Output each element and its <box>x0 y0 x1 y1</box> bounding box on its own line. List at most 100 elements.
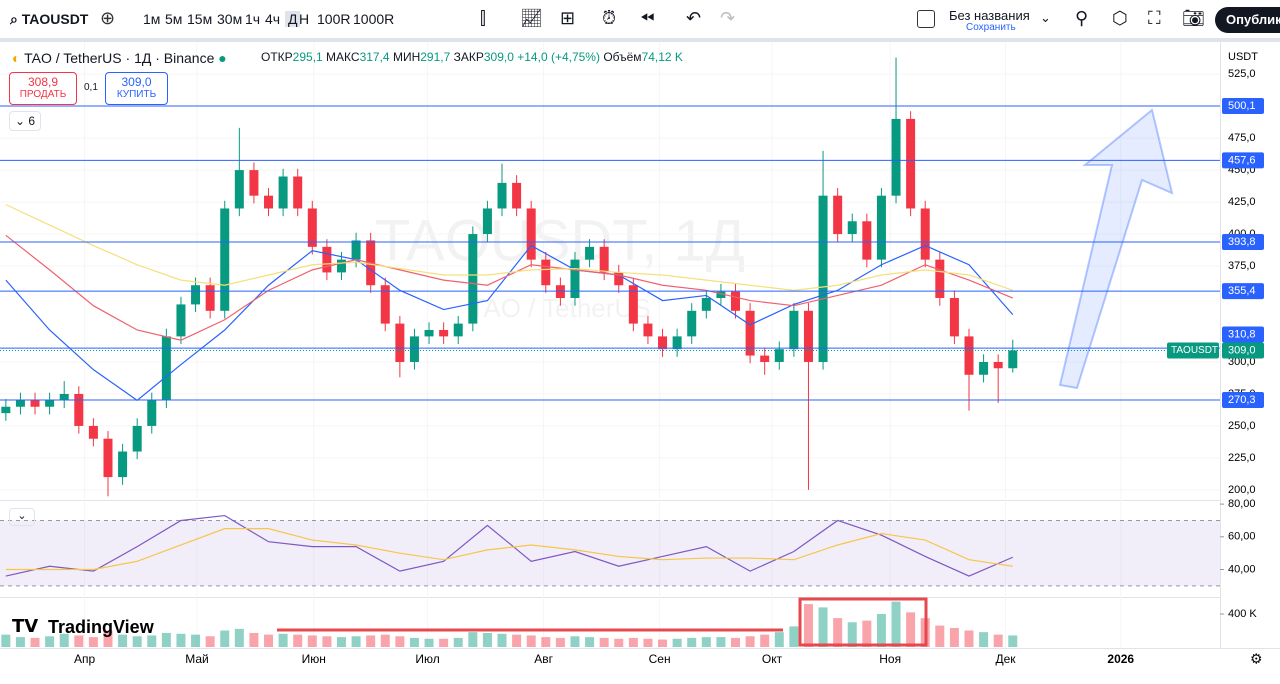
candle-body <box>15 400 25 407</box>
candle-body <box>701 298 711 311</box>
volume-bar <box>833 618 843 647</box>
candle-body <box>599 246 609 273</box>
candle-body <box>555 285 565 299</box>
interval[interactable]: 1000R <box>353 11 395 27</box>
interval[interactable]: 1м <box>143 11 161 27</box>
axis-settings[interactable]: ⚙ <box>1250 651 1263 667</box>
interval[interactable]: 15м <box>187 11 213 27</box>
fullscreen[interactable]: ⛶ <box>1148 8 1161 28</box>
pane-separator <box>0 597 1220 598</box>
candle-body <box>979 361 989 375</box>
candle-body <box>935 259 945 299</box>
x-tick-label: Июн <box>302 652 326 666</box>
symbol[interactable]: TAOUSDT <box>21 11 89 27</box>
candle-body <box>803 310 813 362</box>
undo[interactable]: ↶ <box>686 8 702 28</box>
candle-body <box>628 285 638 324</box>
indicators-toggle[interactable]: ⌄ 6 <box>9 111 41 131</box>
interval[interactable]: 1ч <box>245 11 261 27</box>
volume-bar <box>526 635 536 647</box>
volume-bar <box>599 637 609 647</box>
alert[interactable]: ⏰︎ <box>602 8 617 28</box>
volume-bar <box>366 635 376 647</box>
volume-bar <box>307 635 317 647</box>
candle-body <box>614 272 624 286</box>
candle-body <box>380 285 390 324</box>
drawn-arrow[interactable] <box>1058 108 1174 390</box>
volume-bar <box>906 612 916 647</box>
rsi-band <box>0 520 1220 586</box>
redo[interactable]: ↷ <box>720 8 736 28</box>
sell-label[interactable]: ПРОДАТЬ <box>19 89 67 100</box>
volume-bar <box>380 634 390 647</box>
volume-bar <box>979 632 989 647</box>
y-tick-label: 40,00 <box>1228 563 1256 575</box>
candle-body <box>570 259 580 299</box>
sell-price[interactable]: 308,9 <box>27 75 59 89</box>
y-tick-label: 250,0 <box>1228 420 1256 432</box>
interval[interactable]: 4ч <box>265 11 281 27</box>
volume-bar <box>891 601 901 647</box>
candle-body <box>293 176 303 209</box>
search-tool[interactable]: ⚲ <box>1075 8 1089 28</box>
candle-body <box>453 323 463 337</box>
candle-body <box>439 329 449 337</box>
candle-body <box>658 336 668 350</box>
indicators-count[interactable]: 6 <box>28 114 36 128</box>
volume-bar <box>672 638 682 647</box>
volume-bar <box>132 636 142 647</box>
buy-label[interactable]: КУПИТЬ <box>116 89 157 100</box>
interval[interactable]: 30м <box>217 11 243 27</box>
candle-body <box>497 182 507 209</box>
buy-price[interactable]: 309,0 <box>121 75 152 89</box>
candle-body <box>424 329 434 337</box>
pane-toggle[interactable]: ⌄ <box>9 508 35 526</box>
x-tick-label: 2026 <box>1107 652 1134 666</box>
candle-body <box>1 406 11 414</box>
x-tick-label: Авг <box>534 652 553 666</box>
layouts[interactable]: ⊞ <box>560 8 576 28</box>
open-label: ОТКР <box>261 50 293 64</box>
candle-body <box>891 118 901 196</box>
publish-button[interactable]: Опублико <box>1215 7 1280 33</box>
candle-body <box>264 195 274 209</box>
chart-type[interactable]: ⫿ <box>480 8 486 28</box>
level-label: 270,3 <box>1228 394 1256 406</box>
level-label: 500,1 <box>1228 100 1256 112</box>
interval[interactable]: Н <box>299 11 310 27</box>
candle-body <box>906 118 916 209</box>
currency[interactable]: USDT <box>1228 51 1258 63</box>
candle-body <box>161 336 171 401</box>
buy-button[interactable]: 309,0 КУПИТЬ <box>105 72 168 105</box>
settings[interactable]: ⬡ <box>1112 8 1128 28</box>
chart-name[interactable]: Без названия <box>949 8 1030 23</box>
volume-bar <box>555 637 565 647</box>
volume-bar <box>745 636 755 647</box>
toolbar: ⌕ TAOUSDT ⊕ 1м 5м 15м 30м 1ч 4ч Д Н 100R 1000R ⫿ … <box>0 0 1280 42</box>
add-symbol[interactable]: ⊕ <box>100 8 116 28</box>
candle-body <box>234 170 244 209</box>
save[interactable]: Сохранить <box>966 22 1016 33</box>
replay[interactable]: ⏪︎ <box>640 8 655 28</box>
dropdown[interactable]: ⌄ <box>1040 10 1051 25</box>
sell-button[interactable]: 308,9 ПРОДАТЬ <box>9 72 77 105</box>
interval[interactable]: 100R <box>317 11 351 27</box>
y-tick-label: 475,0 <box>1228 132 1256 144</box>
volume-bar <box>439 638 449 647</box>
volume-bar <box>395 636 405 647</box>
moving-average <box>5 244 1014 402</box>
indicators[interactable]: 📈︎ <box>520 8 543 28</box>
volume-bar <box>803 604 813 647</box>
level-label: 457,6 <box>1228 154 1256 166</box>
snapshot[interactable]: 📷︎ <box>1182 8 1205 28</box>
interval[interactable]: Д <box>285 11 301 27</box>
open: 295,1 <box>292 50 323 64</box>
interval[interactable]: 5м <box>165 11 183 27</box>
x-tick-label: Сен <box>649 652 671 666</box>
drawn-box[interactable] <box>798 597 928 647</box>
volume-bar <box>468 632 478 647</box>
y-tick-label: 525,0 <box>1228 68 1256 80</box>
layout-icon[interactable] <box>917 10 935 28</box>
symbol-search[interactable]: ⌕ TAOUSDT <box>10 11 89 27</box>
y-tick-label: 60,00 <box>1228 531 1256 543</box>
